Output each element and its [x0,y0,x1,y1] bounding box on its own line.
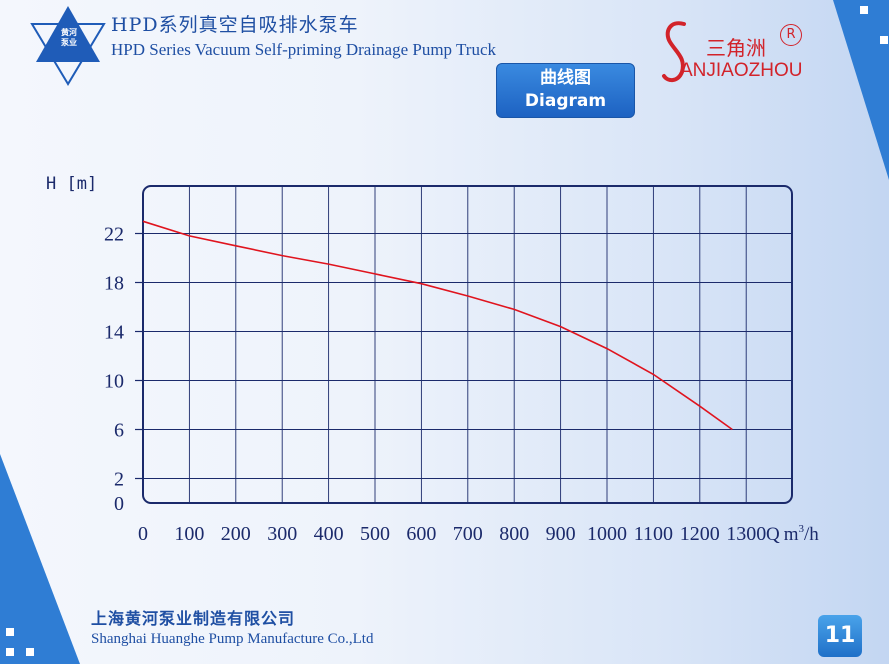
x-tick-label: 800 [499,523,529,545]
x-tick-label: 200 [221,523,251,545]
decor-square [26,648,34,656]
page-title-en: HPD Series Vacuum Self-priming Drainage … [111,40,496,59]
x-tick-label: 400 [314,523,344,545]
x-tick-label: 900 [546,523,576,545]
logo-text-line2: 泵业 [61,38,77,47]
page-title-cn: HPD系列真空自吸排水泵车 [111,14,359,36]
section-label-en: Diagram [524,91,607,111]
x-axis-label-sup: 3 [799,523,805,535]
decor-square [880,36,888,44]
x-tick-label: 500 [360,523,390,545]
page-number-badge: 11 [818,615,862,657]
decor-square [6,648,14,656]
x-tick-label: 1100 [634,523,673,545]
brand-s-logo-icon [662,21,686,83]
logo-text-line1: 黄河 [61,28,77,37]
y-tick-label: 14 [104,322,124,344]
x-tick-label: 600 [406,523,436,545]
footer-company-en: Shanghai Huanghe Pump Manufacture Co.,Lt… [91,631,374,647]
x-tick-label: 1300 [726,523,766,545]
y-tick-label: 22 [104,224,124,246]
brand-name-en: ANJIAOZHOU [680,60,803,81]
x-tick-label: 0 [138,523,148,545]
company-logo-text: 黄河 泵业 [54,28,84,48]
head-flow-curve [142,220,733,431]
y-tick-label: 2 [114,469,124,491]
y-tick-label: 0 [114,493,124,515]
x-tick-label: 1200 [680,523,720,545]
x-axis-label-suffix: /h [804,524,819,545]
x-axis-label-q: Q [766,524,780,545]
x-tick-label: 300 [267,523,297,545]
x-tick-label: 1000 [587,523,627,545]
section-label-badge: 曲线图 Diagram [496,63,635,118]
company-logo-icon [30,6,106,86]
y-tick-label: 6 [114,420,124,442]
chart-ticks: 0 100 200 300 400 500 600 700 800 900 1000 1100 1200… [104,224,766,546]
y-tick-label: 10 [104,371,124,393]
decor-square [860,6,868,14]
chart-grid [143,186,792,503]
y-axis-label: H [m] [46,174,97,194]
x-tick-label: 700 [453,523,483,545]
plot-area-frame [142,185,793,504]
registered-mark: R [780,24,802,46]
footer-company-cn: 上海黄河泵业制造有限公司 [91,609,296,628]
x-axis-label-unit: m [784,524,799,545]
decor-square [6,628,14,636]
x-tick-label: 100 [174,523,204,545]
section-label-cn: 曲线图 [540,68,591,88]
brand-name-cn: 三角洲 [706,36,766,60]
y-tick-label: 18 [104,273,124,295]
